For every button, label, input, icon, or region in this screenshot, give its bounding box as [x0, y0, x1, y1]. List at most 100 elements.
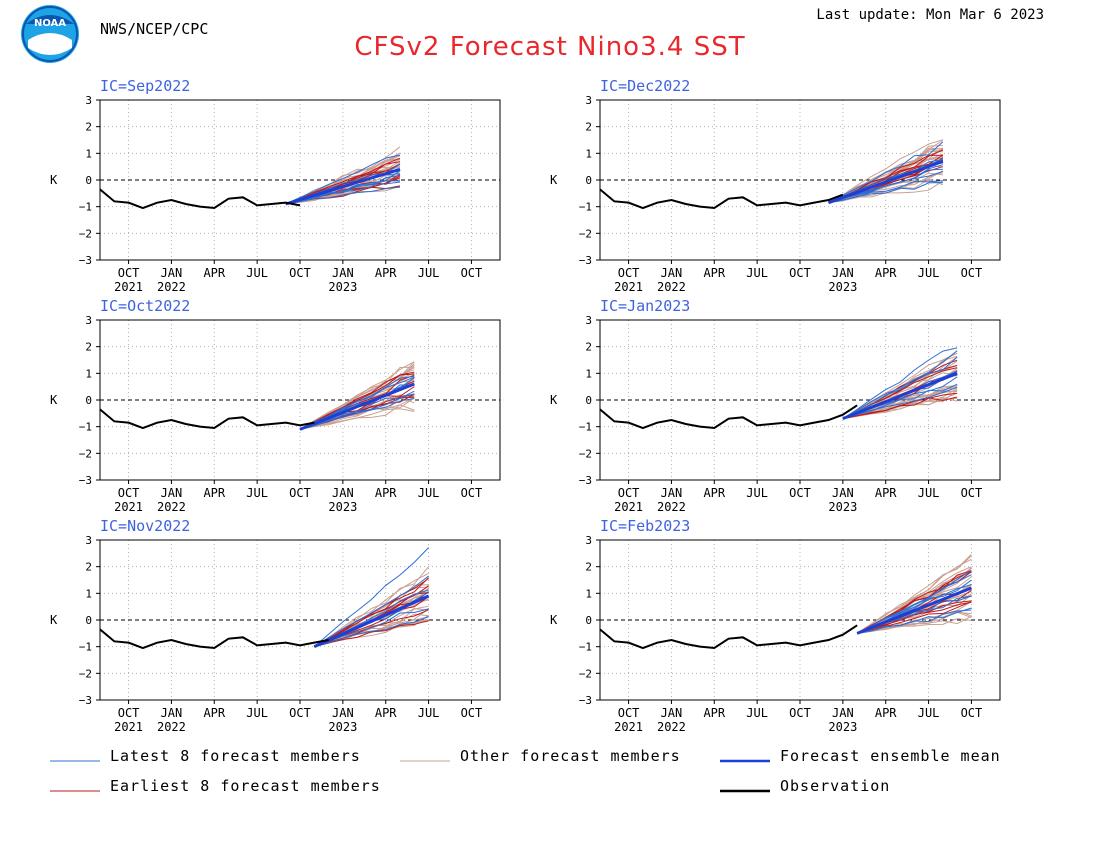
x-tick-year: 2023	[328, 500, 357, 514]
y-tick-label: −3	[579, 694, 592, 707]
x-tick-label: APR	[375, 486, 397, 500]
x-tick-year: 2023	[828, 500, 857, 514]
observation-line	[99, 628, 329, 650]
y-tick-label: −1	[79, 421, 92, 434]
y-tick-label: −1	[579, 641, 592, 654]
x-tick-label: JAN	[161, 266, 183, 280]
agency-label: NWS/NCEP/CPC	[100, 20, 209, 38]
y-axis-label: K	[50, 393, 58, 407]
plot-frame	[599, 99, 1001, 261]
y-tick-label: 1	[85, 367, 92, 380]
x-tick-label: APR	[703, 266, 725, 280]
y-tick-label: 1	[585, 147, 592, 160]
x-tick-year: 2021	[614, 500, 643, 514]
y-tick-label: 0	[85, 614, 92, 627]
earliest-member-line	[314, 577, 429, 648]
x-tick-label: JAN	[832, 266, 854, 280]
other-member-line	[299, 408, 415, 430]
y-tick-label: 2	[585, 341, 592, 354]
other-member-line	[299, 366, 415, 430]
y-tick-label: −3	[79, 694, 92, 707]
y-tick-label: −1	[579, 201, 592, 214]
x-tick-label: JUL	[746, 266, 768, 280]
x-tick-label: OCT	[289, 266, 311, 280]
latest-member-line	[299, 375, 415, 430]
x-tick-label: JAN	[661, 706, 683, 720]
y-tick-label: 3	[585, 534, 592, 547]
x-tick-label: JUL	[246, 266, 268, 280]
x-tick-label: OCT	[618, 706, 640, 720]
y-tick-label: −2	[79, 227, 92, 240]
latest-member-line	[828, 141, 944, 204]
x-tick-label: APR	[203, 486, 225, 500]
ensemble-mean-line	[299, 382, 415, 431]
y-tick-label: 1	[585, 367, 592, 380]
x-tick-label: JAN	[332, 486, 354, 500]
y-tick-label: 0	[85, 174, 92, 187]
y-tick-label: −3	[579, 474, 592, 487]
x-tick-label: JUL	[918, 706, 940, 720]
y-tick-label: 3	[585, 314, 592, 327]
x-tick-year: 2022	[157, 500, 186, 514]
y-tick-label: 2	[585, 121, 592, 134]
latest-member-line	[828, 182, 943, 204]
y-tick-label: −2	[579, 447, 592, 460]
ensemble-mean-line	[285, 167, 401, 206]
x-tick-label: OCT	[789, 486, 811, 500]
latest-member-line	[857, 609, 972, 634]
x-tick-label: JUL	[246, 706, 268, 720]
earliest-member-line	[285, 161, 401, 205]
x-tick-label: JAN	[661, 266, 683, 280]
legend-item: Other forecast members	[400, 747, 680, 765]
chart-title: CFSv2 Forecast Nino3.4 SST	[354, 32, 746, 62]
x-tick-label: OCT	[961, 706, 983, 720]
ic-label: IC=Sep2022	[100, 77, 190, 95]
y-tick-label: −3	[79, 254, 92, 267]
noaa-logo: NOAA	[20, 4, 80, 64]
latest-member-line	[856, 574, 972, 634]
y-tick-label: −2	[79, 447, 92, 460]
y-tick-label: −1	[79, 201, 92, 214]
logo-text: NOAA	[34, 18, 66, 29]
legend-item: Earliest 8 forecast members	[50, 777, 380, 795]
y-tick-label: 3	[585, 94, 592, 107]
x-tick-label: JUL	[246, 486, 268, 500]
plot-frame	[99, 99, 501, 261]
y-tick-label: 0	[85, 394, 92, 407]
plot-frame	[599, 539, 1001, 701]
y-axis-label: K	[550, 173, 558, 187]
x-tick-label: OCT	[289, 706, 311, 720]
x-tick-year: 2021	[614, 280, 643, 294]
earliest-member-line	[842, 396, 958, 420]
ensemble-mean-line	[828, 159, 944, 205]
x-tick-label: APR	[875, 486, 897, 500]
x-tick-label: JAN	[832, 486, 854, 500]
x-tick-label: APR	[875, 266, 897, 280]
y-axis-label: K	[50, 613, 58, 627]
y-tick-label: 1	[585, 587, 592, 600]
x-tick-label: OCT	[118, 266, 140, 280]
x-tick-label: OCT	[789, 706, 811, 720]
x-tick-label: APR	[375, 706, 397, 720]
x-tick-label: JAN	[332, 266, 354, 280]
y-tick-label: 2	[85, 121, 92, 134]
x-tick-label: JUL	[418, 266, 440, 280]
latest-member-line	[842, 386, 958, 420]
y-tick-label: −1	[579, 421, 592, 434]
x-tick-label: OCT	[118, 486, 140, 500]
x-tick-year: 2022	[157, 280, 186, 294]
x-tick-year: 2021	[114, 720, 143, 734]
plot-frame	[599, 319, 1001, 481]
ic-label: IC=Oct2022	[100, 297, 190, 315]
observation-line	[599, 188, 844, 210]
ensemble-mean-line	[313, 594, 430, 649]
y-tick-label: 2	[85, 561, 92, 574]
other-member-line	[857, 615, 972, 634]
x-tick-year: 2023	[328, 280, 357, 294]
x-tick-label: JUL	[918, 486, 940, 500]
legend-item: Observation	[720, 777, 889, 795]
x-tick-label: JAN	[161, 486, 183, 500]
y-tick-label: −2	[79, 667, 92, 680]
